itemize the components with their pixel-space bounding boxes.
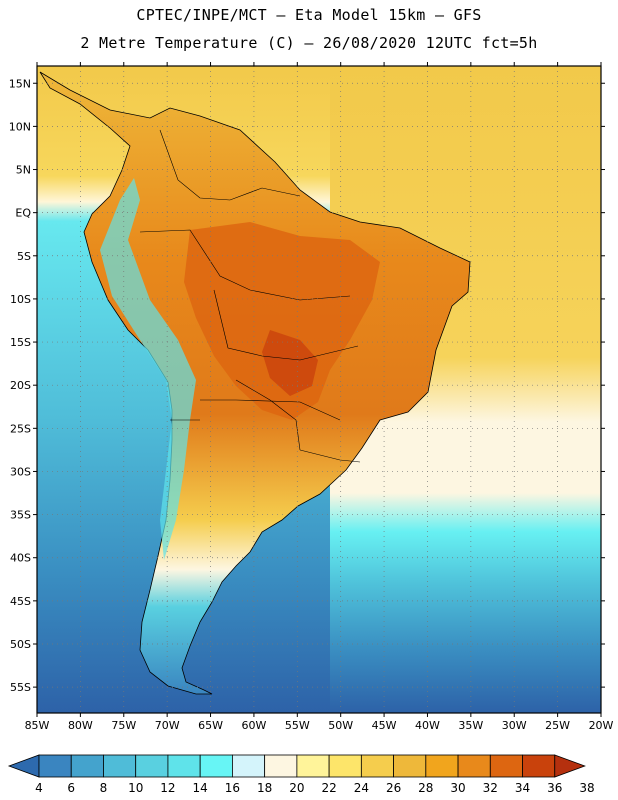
colorbar-label: 32 bbox=[483, 781, 498, 795]
colorbar-swatch bbox=[264, 754, 298, 778]
lat-tick-label: 25S bbox=[10, 422, 31, 435]
graticule bbox=[37, 66, 601, 713]
colorbar-label: 12 bbox=[160, 781, 175, 795]
colorbar-label: 16 bbox=[225, 781, 240, 795]
colorbar-label: 30 bbox=[450, 781, 465, 795]
lat-tick-label: 15N bbox=[9, 77, 31, 90]
lon-tick-label: 30W bbox=[502, 719, 527, 732]
lat-tick-label: 5N bbox=[16, 164, 31, 177]
colorbar-label: 18 bbox=[257, 781, 272, 795]
lat-tick-label: 40S bbox=[10, 552, 31, 565]
colorbar-label: 10 bbox=[128, 781, 143, 795]
colorbar-label: 34 bbox=[515, 781, 530, 795]
temperature-field bbox=[37, 66, 601, 713]
colorbar-label: 36 bbox=[547, 781, 562, 795]
colorbar-label: 22 bbox=[321, 781, 336, 795]
lat-tick-label: 45S bbox=[10, 595, 31, 608]
colorbar-swatch bbox=[232, 754, 266, 778]
colorbar-swatch bbox=[199, 754, 233, 778]
lat-tick-label: 10N bbox=[9, 120, 31, 133]
colorbar-swatch bbox=[328, 754, 362, 778]
lon-tick-label: 55W bbox=[285, 719, 310, 732]
lon-tick-label: 80W bbox=[68, 719, 93, 732]
colorbar-label: 26 bbox=[386, 781, 401, 795]
andes-cool-strip bbox=[100, 178, 196, 560]
colorbar-high-arrow bbox=[554, 754, 586, 778]
colorbar-swatch bbox=[70, 754, 104, 778]
colorbar: 4 6 8 10 12 14 16 18 20 22 24 26 28 30 32 34 36 38 bbox=[7, 754, 595, 795]
colorbar-swatch bbox=[38, 754, 72, 778]
longitude-axis: 85W 80W 75W 70W 65W 60W 55W 50W 45W 40W 35W 30W 25W 2… bbox=[25, 62, 614, 732]
colorbar-label: 14 bbox=[193, 781, 208, 795]
lon-tick-label: 60W bbox=[241, 719, 266, 732]
lat-tick-label: EQ bbox=[15, 207, 31, 220]
lon-tick-label: 40W bbox=[415, 719, 440, 732]
map-frame bbox=[36, 65, 602, 714]
lat-tick-label: 30S bbox=[10, 465, 31, 478]
latitude-axis: 15N 10N 5N EQ 5S 10S 15S 20S 25S 30S 35S 40S 45S 50S 5… bbox=[9, 77, 605, 694]
lat-tick-label: 15S bbox=[10, 336, 31, 349]
colorbar-label: 8 bbox=[100, 781, 108, 795]
colorbar-label: 38 bbox=[579, 781, 594, 795]
lat-tick-label: 50S bbox=[10, 638, 31, 651]
lon-tick-label: 75W bbox=[111, 719, 136, 732]
colorbar-swatch bbox=[457, 754, 491, 778]
lon-tick-label: 20W bbox=[589, 719, 614, 732]
title-line-1: CPTEC/INPE/MCT – Eta Model 15km – GFS bbox=[136, 6, 482, 24]
lon-tick-label: 25W bbox=[545, 719, 570, 732]
colorbar-label: 4 bbox=[35, 781, 43, 795]
lon-tick-label: 85W bbox=[25, 719, 50, 732]
colorbar-label: 6 bbox=[67, 781, 75, 795]
title-line-2: 2 Metre Temperature (C) – 26/08/2020 12U… bbox=[80, 34, 538, 52]
lat-tick-label: 20S bbox=[10, 379, 31, 392]
colorbar-swatch bbox=[135, 754, 169, 778]
hot-core-region bbox=[184, 222, 380, 420]
lat-tick-label: 55S bbox=[10, 681, 31, 694]
colorbar-swatch bbox=[522, 754, 556, 778]
colorbar-swatch bbox=[296, 754, 330, 778]
colorbar-label: 24 bbox=[354, 781, 369, 795]
colorbar-swatch bbox=[393, 754, 427, 778]
colorbar-label: 20 bbox=[289, 781, 304, 795]
lon-tick-label: 35W bbox=[458, 719, 483, 732]
colorbar-swatch bbox=[425, 754, 459, 778]
country-borders bbox=[139, 129, 361, 463]
colorbar-low-arrow bbox=[7, 754, 40, 778]
lon-tick-label: 50W bbox=[328, 719, 353, 732]
colorbar-swatch bbox=[103, 754, 137, 778]
lat-tick-label: 5S bbox=[17, 250, 31, 263]
lat-tick-label: 35S bbox=[10, 509, 31, 522]
colorbar-swatch bbox=[489, 754, 523, 778]
colorbar-label: 28 bbox=[418, 781, 433, 795]
colorbar-swatch bbox=[360, 754, 394, 778]
lon-tick-label: 45W bbox=[372, 719, 397, 732]
hottest-region bbox=[262, 330, 318, 396]
lon-tick-label: 65W bbox=[198, 719, 223, 732]
lon-tick-label: 70W bbox=[155, 719, 180, 732]
colorbar-swatch bbox=[167, 754, 201, 778]
lat-tick-label: 10S bbox=[10, 293, 31, 306]
